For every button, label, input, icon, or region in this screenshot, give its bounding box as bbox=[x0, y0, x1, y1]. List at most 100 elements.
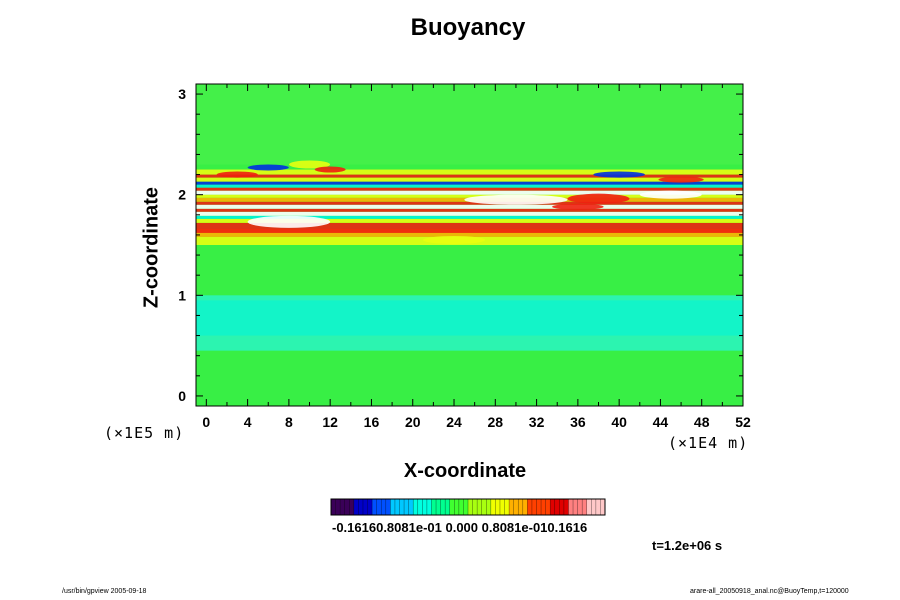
colorbar-segment bbox=[340, 499, 345, 515]
field-blob bbox=[567, 193, 630, 204]
field-blob bbox=[658, 176, 704, 183]
colorbar-segment bbox=[513, 499, 519, 515]
colorbar-segment bbox=[504, 499, 510, 515]
colorbar-segment bbox=[563, 499, 569, 515]
colorbar-segment bbox=[573, 499, 578, 515]
colorbar-segment bbox=[344, 499, 350, 515]
field-band bbox=[196, 181, 743, 185]
colorbar-segment bbox=[577, 499, 583, 515]
x-tick-label: 16 bbox=[364, 414, 380, 430]
colorbar-segment bbox=[495, 499, 501, 515]
colorbar-segment bbox=[481, 499, 487, 515]
colorbar-segment bbox=[591, 499, 597, 515]
colorbar-segment bbox=[349, 499, 355, 515]
y-axis-unit: (×1E5 m) bbox=[104, 424, 185, 442]
x-tick-label: 52 bbox=[735, 414, 751, 430]
colorbar-segment bbox=[358, 499, 364, 515]
y-tick-label: 0 bbox=[178, 388, 186, 404]
colorbar-segment bbox=[390, 499, 396, 515]
colorbar-segment bbox=[518, 499, 524, 515]
colorbar-segment bbox=[595, 499, 601, 515]
colorbar-segment bbox=[353, 499, 359, 515]
y-tick-label: 2 bbox=[178, 187, 186, 203]
colorbar-segment bbox=[586, 499, 592, 515]
field-blob bbox=[247, 164, 289, 171]
y-tick-label: 3 bbox=[178, 86, 186, 102]
colorbar-segment bbox=[335, 499, 341, 515]
colorbar-segment bbox=[408, 499, 414, 515]
colorbar-segment bbox=[385, 499, 391, 515]
colorbar-segment bbox=[449, 499, 455, 515]
colorbar-segment bbox=[509, 499, 514, 515]
field-band bbox=[196, 201, 743, 205]
lower-layer-cyan bbox=[196, 300, 743, 336]
footer-left-text: /usr/bin/gpview 2005-09-18 bbox=[62, 588, 147, 595]
x-tick-label: 44 bbox=[653, 414, 669, 430]
colorbar-segment bbox=[472, 499, 478, 515]
colorbar-segment bbox=[417, 499, 423, 515]
y-axis-label: Z-coordinate bbox=[140, 186, 163, 309]
field-blob bbox=[216, 171, 258, 178]
x-axis-unit: (×1E4 m) bbox=[668, 434, 749, 452]
colorbar-segment bbox=[582, 499, 588, 515]
colorbar-segment bbox=[458, 499, 464, 515]
colorbar-segment bbox=[554, 499, 560, 515]
colorbar-segment bbox=[463, 499, 469, 515]
x-tick-label: 4 bbox=[244, 414, 252, 430]
x-tick-label: 28 bbox=[488, 414, 504, 430]
colorbar-segment bbox=[531, 499, 537, 515]
field-band bbox=[196, 211, 743, 216]
colorbar-segment bbox=[367, 499, 373, 515]
colorbar-segment bbox=[436, 499, 441, 515]
field-band bbox=[196, 218, 743, 223]
x-tick-label: 48 bbox=[694, 414, 710, 430]
colorbar-segment bbox=[477, 499, 482, 515]
colorbar-segment bbox=[440, 499, 446, 515]
field-band bbox=[196, 169, 743, 175]
colorbar-segment bbox=[426, 499, 432, 515]
colorbar-segment bbox=[372, 499, 377, 515]
colorbar-segment bbox=[362, 499, 368, 515]
colorbar-segment bbox=[468, 499, 473, 515]
field-band bbox=[196, 194, 743, 198]
field-blob bbox=[593, 171, 645, 178]
colorbar-segment bbox=[545, 499, 551, 515]
colorbar-segment bbox=[399, 499, 405, 515]
colorbar-segment bbox=[490, 499, 496, 515]
field-blob bbox=[639, 190, 702, 199]
field-blob bbox=[552, 203, 604, 210]
colorbar-segment bbox=[376, 499, 382, 515]
colorbar-segment bbox=[422, 499, 428, 515]
x-axis-label: X-coordinate bbox=[403, 460, 527, 482]
x-tick-label: 12 bbox=[322, 414, 338, 430]
heatmap-field bbox=[196, 84, 743, 406]
colorbar-segment bbox=[536, 499, 542, 515]
colorbar-segment bbox=[454, 499, 460, 515]
field-blob bbox=[247, 215, 331, 228]
x-tick-label: 32 bbox=[529, 414, 545, 430]
colorbar-segment bbox=[381, 499, 387, 515]
field-band bbox=[196, 184, 743, 188]
colorbar-segment bbox=[568, 499, 574, 515]
colorbar-segment bbox=[331, 499, 336, 515]
plot-frame bbox=[195, 83, 744, 407]
field-band bbox=[196, 222, 743, 233]
colorbar-segment bbox=[559, 499, 565, 515]
colorbar-segment bbox=[499, 499, 505, 515]
colorbar-segment bbox=[600, 499, 606, 515]
x-tick-label: 0 bbox=[202, 414, 210, 430]
colorbar bbox=[330, 498, 606, 516]
colorbar-tick-labels: -0.16160.8081e-01 0.000 0.8081e-010.1616 bbox=[332, 520, 588, 535]
x-tick-label: 20 bbox=[405, 414, 421, 430]
x-tick-label: 24 bbox=[446, 414, 462, 430]
colorbar-segment bbox=[445, 499, 451, 515]
field-band bbox=[196, 187, 743, 191]
chart-title: Buoyancy bbox=[410, 14, 526, 41]
colorbar-segment bbox=[527, 499, 533, 515]
upper-layer bbox=[196, 84, 743, 165]
x-tick-label: 36 bbox=[570, 414, 586, 430]
colorbar-segment bbox=[413, 499, 419, 515]
field-blob bbox=[288, 160, 331, 169]
field-band bbox=[196, 174, 743, 178]
